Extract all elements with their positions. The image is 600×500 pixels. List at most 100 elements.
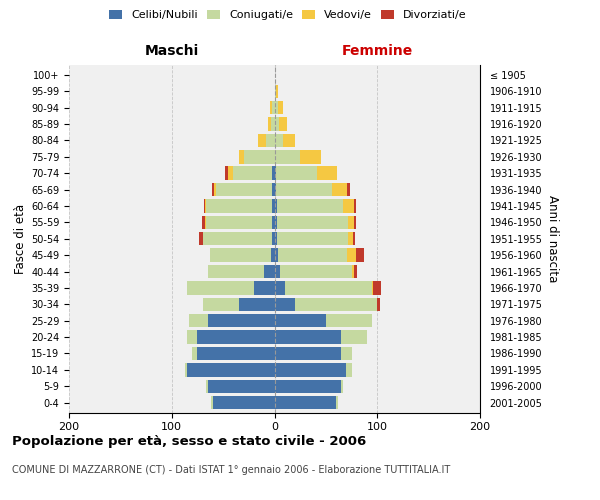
Bar xyxy=(275,281,285,294)
Bar xyxy=(203,199,205,212)
Bar xyxy=(268,118,271,130)
Bar xyxy=(275,216,277,229)
Bar xyxy=(278,118,287,130)
Bar xyxy=(349,216,353,229)
Bar xyxy=(280,265,352,278)
Bar xyxy=(347,248,356,262)
Bar xyxy=(211,396,213,409)
Bar xyxy=(272,199,275,212)
Bar xyxy=(210,248,271,262)
Bar xyxy=(233,166,272,180)
Bar xyxy=(277,199,343,212)
Bar xyxy=(275,248,278,262)
Legend: Celibi/Nubili, Coniugati/e, Vedovi/e, Divorziati/e: Celibi/Nubili, Coniugati/e, Vedovi/e, Di… xyxy=(105,6,471,25)
Bar xyxy=(272,166,275,180)
Bar xyxy=(264,265,275,278)
Bar xyxy=(275,347,341,360)
Bar xyxy=(193,347,197,360)
Bar xyxy=(203,232,272,245)
Bar xyxy=(278,101,283,114)
Bar xyxy=(185,363,187,376)
Bar xyxy=(343,199,353,212)
Bar xyxy=(285,281,372,294)
Bar xyxy=(341,380,343,393)
Bar xyxy=(272,216,275,229)
Bar xyxy=(187,281,254,294)
Bar xyxy=(349,232,353,245)
Bar xyxy=(197,330,275,344)
Bar xyxy=(271,101,272,114)
Bar xyxy=(275,150,300,164)
Bar xyxy=(347,183,350,196)
Bar xyxy=(266,134,275,147)
Bar xyxy=(275,380,341,393)
Bar xyxy=(295,298,377,311)
Bar xyxy=(377,298,380,311)
Bar xyxy=(275,265,280,278)
Bar xyxy=(283,134,295,147)
Bar xyxy=(271,248,275,262)
Text: Maschi: Maschi xyxy=(145,44,199,58)
Bar xyxy=(275,298,295,311)
Bar xyxy=(336,396,338,409)
Bar xyxy=(277,216,349,229)
Bar xyxy=(356,248,364,262)
Bar xyxy=(225,166,228,180)
Bar xyxy=(275,396,336,409)
Bar xyxy=(239,150,244,164)
Bar xyxy=(373,281,382,294)
Bar xyxy=(216,183,272,196)
Bar xyxy=(332,183,347,196)
Bar xyxy=(275,363,346,376)
Text: Femmine: Femmine xyxy=(341,44,413,58)
Bar xyxy=(353,199,356,212)
Bar xyxy=(202,216,205,229)
Bar xyxy=(206,199,272,212)
Bar xyxy=(244,150,275,164)
Bar xyxy=(208,265,264,278)
Bar xyxy=(353,232,355,245)
Bar xyxy=(212,183,214,196)
Bar xyxy=(275,118,278,130)
Y-axis label: Fasce di età: Fasce di età xyxy=(14,204,27,274)
Bar xyxy=(275,232,277,245)
Bar xyxy=(205,199,206,212)
Text: Popolazione per età, sesso e stato civile - 2006: Popolazione per età, sesso e stato civil… xyxy=(12,435,366,448)
Bar xyxy=(275,101,278,114)
Bar xyxy=(341,330,367,344)
Bar xyxy=(203,298,239,311)
Bar xyxy=(272,101,275,114)
Bar xyxy=(275,134,283,147)
Bar xyxy=(187,330,197,344)
Bar xyxy=(214,183,216,196)
Bar xyxy=(275,84,278,98)
Bar xyxy=(277,232,349,245)
Bar xyxy=(346,363,352,376)
Bar xyxy=(189,314,208,328)
Bar xyxy=(228,166,233,180)
Bar xyxy=(254,281,275,294)
Bar xyxy=(199,232,203,245)
Bar xyxy=(187,363,275,376)
Bar xyxy=(208,314,275,328)
Bar xyxy=(206,216,272,229)
Bar xyxy=(275,166,317,180)
Bar xyxy=(275,183,332,196)
Bar xyxy=(208,380,275,393)
Bar xyxy=(317,166,337,180)
Y-axis label: Anni di nascita: Anni di nascita xyxy=(546,195,559,282)
Bar xyxy=(278,248,347,262)
Text: COMUNE DI MAZZARRONE (CT) - Dati ISTAT 1° gennaio 2006 - Elaborazione TUTTITALIA: COMUNE DI MAZZARRONE (CT) - Dati ISTAT 1… xyxy=(12,465,450,475)
Bar xyxy=(372,281,373,294)
Bar xyxy=(239,298,275,311)
Bar xyxy=(275,199,277,212)
Bar xyxy=(326,314,372,328)
Bar xyxy=(353,265,356,278)
Bar xyxy=(271,118,275,130)
Bar xyxy=(353,216,356,229)
Bar xyxy=(272,183,275,196)
Bar xyxy=(300,150,321,164)
Bar xyxy=(275,314,326,328)
Bar xyxy=(197,347,275,360)
Bar xyxy=(213,396,275,409)
